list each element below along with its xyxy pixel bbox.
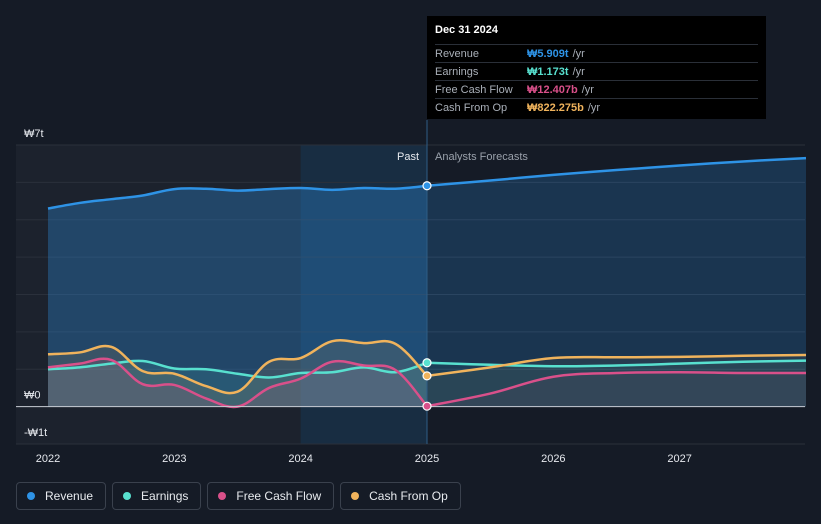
x-tick-label: 2025 [415, 453, 439, 465]
series-areas [48, 158, 806, 407]
tooltip-value: ₩822.275b [527, 101, 584, 114]
series-markers[interactable] [422, 181, 432, 411]
tooltip-unit: /yr [587, 101, 601, 114]
area-past-cash-from-op [48, 340, 427, 407]
tooltip-row-earnings: Earnings ₩1.173t /yr [435, 62, 758, 80]
x-tick-label: 2027 [667, 453, 691, 465]
tooltip-label: Revenue [435, 47, 480, 60]
area-past-revenue [48, 185, 427, 407]
tooltip-value: ₩1.173t [527, 65, 569, 78]
y-tick-label: ₩7t [24, 128, 44, 140]
legend-item-earnings[interactable]: Earnings [112, 482, 202, 510]
legend-item-revenue[interactable]: Revenue [16, 482, 107, 510]
line-forecast-revenue [426, 156, 807, 188]
legend: Revenue Earnings Free Cash Flow Cash Fro… [16, 482, 461, 510]
line-forecast-earnings [426, 359, 807, 368]
y-tick-label: -₩1t [24, 427, 47, 439]
area-forecast-free-cash-flow [427, 372, 806, 407]
forecast-label: Analysts Forecasts [435, 151, 528, 163]
marker-free-cash-flow[interactable] [422, 401, 432, 411]
tooltip-value: ₩5.909t [527, 47, 569, 60]
line-forecast-cash-from-op [426, 353, 807, 378]
area-past-free-cash-flow [48, 358, 427, 407]
x-tick-labels: 2022 2023 2024 2025 2026 2027 [36, 453, 692, 465]
y-tick-label: ₩0 [24, 390, 41, 402]
y-tick-labels: ₩7t ₩0 -₩1t [24, 128, 47, 439]
tooltip-row-cash-from-op: Cash From Op ₩822.275b /yr [435, 98, 758, 116]
line-past-revenue [47, 184, 428, 210]
gridlines [16, 144, 805, 445]
tooltip-label: Earnings [435, 65, 479, 78]
marker-earnings[interactable] [422, 358, 432, 368]
line-past-earnings [47, 359, 428, 379]
legend-label: Revenue [45, 489, 94, 503]
legend-label: Cash From Op [369, 489, 448, 503]
x-tick-label: 2022 [36, 453, 60, 465]
past-label: Past [397, 151, 419, 163]
tooltip: Dec 31 2024 Revenue ₩5.909t /yr Earnings… [427, 16, 766, 119]
tooltip-label: Cash From Op [435, 101, 508, 114]
tooltip-row-revenue: Revenue ₩5.909t /yr [435, 44, 758, 62]
marker-cash-from-op[interactable] [422, 371, 432, 381]
x-tick-label: 2023 [162, 453, 186, 465]
area-forecast-cash-from-op [427, 355, 806, 407]
legend-dot-icon [351, 492, 360, 500]
legend-label: Earnings [141, 489, 189, 503]
marker-revenue[interactable] [422, 181, 432, 191]
line-forecast-free-cash-flow [426, 370, 807, 408]
legend-item-free-cash-flow[interactable]: Free Cash Flow [207, 482, 335, 510]
tooltip-unit: /yr [572, 65, 585, 78]
legend-dot-icon [123, 492, 132, 500]
tooltip-label: Free Cash Flow [435, 83, 513, 96]
area-forecast-revenue [427, 158, 806, 407]
line-past-cash-from-op [47, 339, 428, 395]
tooltip-unit: /yr [581, 83, 594, 96]
tooltip-unit: /yr [572, 47, 585, 60]
tooltip-row-free-cash-flow: Free Cash Flow ₩12.407b /yr [435, 80, 758, 98]
legend-item-cash-from-op[interactable]: Cash From Op [340, 482, 461, 510]
tooltip-value: ₩12.407b [527, 83, 578, 96]
legend-label: Free Cash Flow [236, 489, 322, 503]
tooltip-date: Dec 31 2024 [435, 24, 498, 36]
x-tick-label: 2024 [288, 453, 312, 465]
legend-dot-icon [27, 492, 35, 500]
legend-dot-icon [218, 492, 227, 500]
x-tick-label: 2026 [541, 453, 565, 465]
